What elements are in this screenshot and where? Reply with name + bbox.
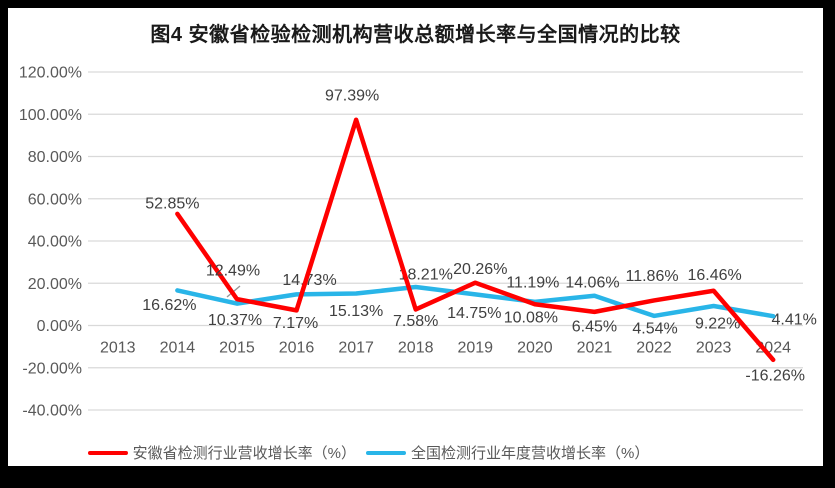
x-axis-tick-label: 2020: [517, 340, 553, 357]
legend-item-national: 全国检测行业年度营收增长率（%）: [366, 442, 649, 463]
y-axis-tick-label: -20.00%: [22, 360, 82, 377]
legend: 安徽省检测行业营收增长率（%） 全国检测行业年度营收增长率（%）: [0, 442, 776, 463]
data-label-national: 11.19%: [506, 274, 559, 291]
x-axis-tick-label: 2014: [160, 340, 196, 357]
data-label-anhui: 7.17%: [273, 315, 318, 332]
data-label-anhui: 12.49%: [206, 263, 260, 280]
chart-title: 图4 安徽省检验检测机构营收总额增长率与全国情况的比较: [150, 24, 681, 46]
legend-line-swatch-red: [87, 450, 128, 455]
data-label-national: 14.75%: [447, 305, 501, 322]
legend-label-anhui: 安徽省检测行业营收增长率（%）: [132, 445, 356, 462]
y-axis-tick-label: 0.00%: [37, 318, 82, 335]
y-axis-tick-label: 120.00%: [19, 65, 82, 82]
y-axis-tick-label: 60.00%: [28, 191, 82, 208]
line-chart-plot: 120.00% 100.00% 80.00% 60.00% 40.00% 20.00% 0.…: [19, 65, 817, 420]
legend-line-swatch-blue: [366, 450, 406, 455]
y-axis-tick-label: 80.00%: [28, 149, 82, 166]
data-label-national: 14.73%: [282, 272, 336, 289]
data-label-anhui: -16.26%: [745, 367, 805, 384]
data-label-national: 4.54%: [632, 320, 677, 337]
y-axis-tick-label: 100.00%: [19, 107, 82, 124]
data-label-national: 15.13%: [329, 303, 383, 320]
x-axis-tick-label: 2013: [100, 340, 136, 357]
data-label-national: 14.06%: [565, 274, 619, 291]
data-label-national: 18.21%: [399, 267, 453, 284]
x-axis-tick-label: 2021: [577, 340, 613, 357]
x-axis-tick-label: 2015: [219, 340, 255, 357]
data-label-anhui: 11.86%: [626, 268, 679, 285]
data-label-anhui: 10.08%: [504, 310, 558, 327]
data-label-anhui: 16.46%: [687, 267, 741, 284]
x-axis-tick-label: 2019: [457, 340, 493, 357]
data-label-anhui: 6.45%: [572, 318, 617, 335]
legend-label-national: 全国检测行业年度营收增长率（%）: [411, 445, 650, 462]
series-line-anhui: [175, 117, 776, 363]
chart-canvas: 图4 安徽省检验检测机构营收总额增长率与全国情况的比较 120.00% 100.0…: [8, 8, 823, 466]
data-label-national: 10.37%: [208, 312, 262, 329]
data-label-national: 16.62%: [142, 297, 196, 314]
x-axis-tick-label: 2018: [398, 340, 434, 357]
data-label-anhui: 7.58%: [393, 313, 438, 330]
y-axis-tick-label: -40.00%: [22, 403, 82, 420]
y-axis-tick-label: 40.00%: [28, 234, 82, 251]
data-label-anhui: 20.26%: [453, 261, 507, 278]
legend-item-anhui: 安徽省检测行业营收增长率（%）: [87, 442, 356, 463]
data-label-anhui: 97.39%: [325, 87, 379, 104]
x-axis-tick-label: 2023: [696, 340, 732, 357]
data-label-anhui: 52.85%: [145, 195, 199, 212]
data-label-national: 4.41%: [772, 312, 817, 329]
x-axis-tick-label: 2016: [279, 340, 315, 357]
series-line-national: [175, 284, 776, 319]
data-label-national: 9.22%: [695, 316, 740, 333]
x-axis-tick-label: 2022: [636, 340, 672, 357]
x-axis-tick-label: 2017: [338, 340, 374, 357]
y-axis-tick-label: 20.00%: [28, 276, 82, 293]
